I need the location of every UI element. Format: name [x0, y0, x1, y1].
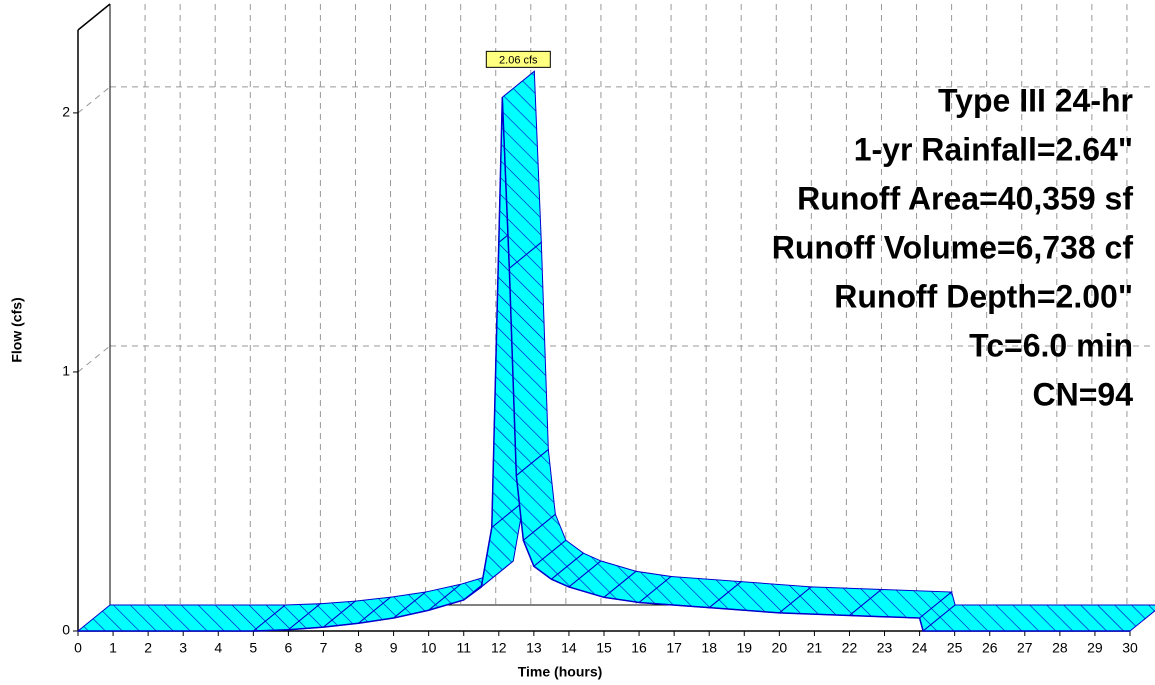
annotation: Runoff Volume=6,738 cf: [772, 229, 1134, 265]
peak-label: 2.06 cfs: [499, 54, 538, 66]
x-tick-label: 28: [1052, 640, 1068, 656]
x-tick-label: 19: [736, 640, 752, 656]
y-axis-label: Flow (cfs): [9, 297, 25, 362]
annotation: Type III 24-hr: [938, 82, 1133, 118]
x-tick-label: 2: [144, 640, 152, 656]
ribbon-segment: [76, 604, 287, 632]
ribbon-segment: [921, 604, 1155, 632]
grid-line: [77, 86, 111, 114]
annotation: Tc=6.0 min: [969, 327, 1133, 363]
x-tick-label: 18: [701, 640, 717, 656]
y-tick-label: 1: [62, 363, 70, 379]
x-tick-label: 5: [249, 640, 257, 656]
x-tick-label: 12: [491, 640, 507, 656]
x-tick-label: 30: [1122, 640, 1138, 656]
annotation: Runoff Area=40,359 sf: [797, 180, 1133, 216]
hydrograph-line: [78, 97, 1130, 632]
x-tick-label: 9: [390, 640, 398, 656]
annotation: CN=94: [1033, 376, 1134, 412]
x-tick-label: 27: [1017, 640, 1033, 656]
peak-label-box: [485, 50, 551, 68]
x-tick-label: 1: [109, 640, 117, 656]
x-tick-label: 3: [179, 640, 187, 656]
annotation: 1-yr Rainfall=2.64": [854, 131, 1133, 167]
x-tick-label: 23: [877, 640, 893, 656]
x-tick-label: 29: [1087, 640, 1103, 656]
y-tick-label: 2: [62, 104, 70, 120]
x-tick-label: 25: [947, 640, 963, 656]
x-tick-label: 24: [912, 640, 928, 656]
x-tick-label: 20: [772, 640, 788, 656]
annotation: Runoff Depth=2.00": [834, 278, 1133, 314]
x-tick-label: 11: [456, 640, 471, 656]
x-tick-label: 22: [842, 640, 858, 656]
x-tick-label: 13: [526, 640, 542, 656]
x-axis-label: Time (hours): [518, 664, 603, 680]
x-tick-label: 7: [320, 640, 328, 656]
x-tick-label: 14: [561, 640, 577, 656]
grid-line: [77, 345, 111, 373]
x-tick-label: 15: [596, 640, 612, 656]
x-tick-label: 0: [74, 640, 82, 656]
x-tick-label: 26: [982, 640, 998, 656]
x-tick-label: 4: [214, 640, 222, 656]
y-tick-label: 0: [62, 622, 70, 638]
x-tick-label: 8: [355, 640, 363, 656]
x-tick-label: 21: [807, 640, 823, 656]
x-tick-label: 17: [666, 640, 682, 656]
x-tick-label: 16: [631, 640, 647, 656]
axis-line: [77, 3, 111, 31]
x-tick-label: 6: [285, 640, 293, 656]
x-tick-label: 10: [421, 640, 437, 656]
